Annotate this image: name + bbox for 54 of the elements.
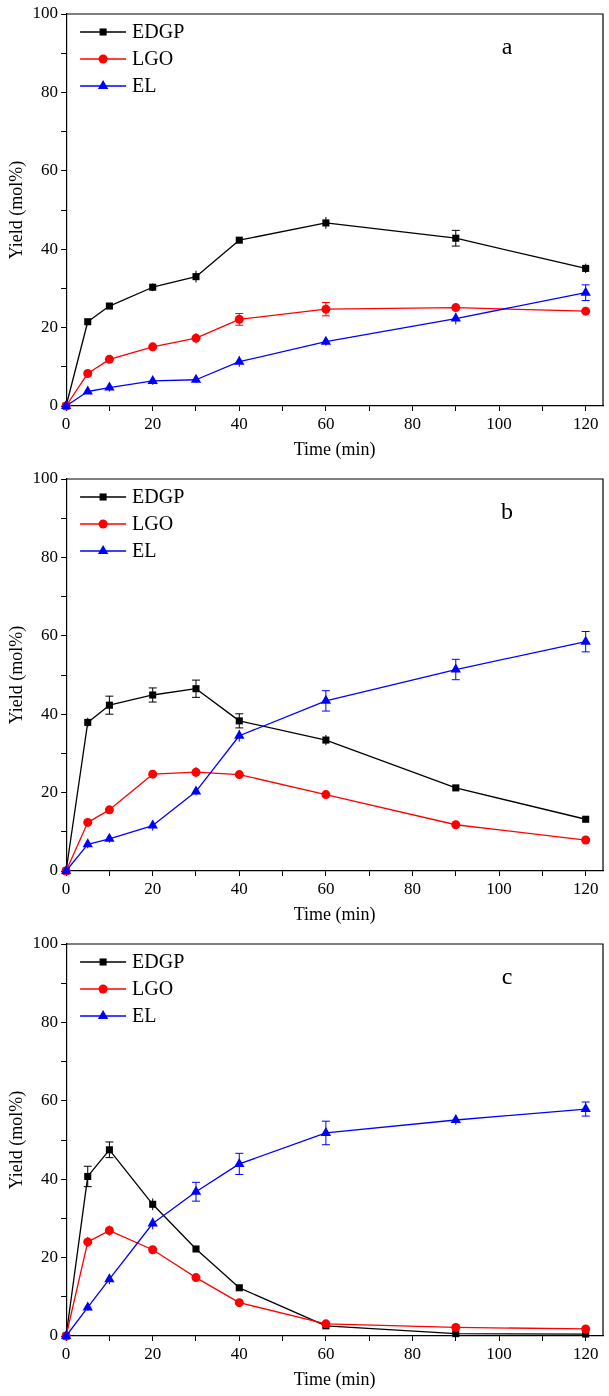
- x-tick-label: 80: [403, 1343, 421, 1363]
- x-tick-label: 60: [317, 1343, 335, 1363]
- y-axis-title: Yield (mol%): [5, 160, 27, 260]
- y-tick-label: 0: [49, 395, 59, 415]
- x-tick-label: 60: [317, 878, 335, 898]
- y-tick-label: 0: [49, 1325, 59, 1345]
- y-axis-title: Yield (mol%): [5, 625, 27, 725]
- legend-label: LGO: [132, 977, 174, 1000]
- x-axis-title: Time (min): [293, 903, 376, 925]
- annotation: c: [501, 963, 513, 990]
- y-tick-label: 20: [41, 317, 59, 337]
- x-tick-label: 20: [144, 1343, 162, 1363]
- x-tick-label: 100: [486, 1343, 512, 1363]
- y-tick-label: 40: [41, 1168, 59, 1188]
- legend-label: EDGP: [132, 20, 185, 43]
- x-tick-label: 60: [317, 413, 335, 433]
- x-tick-label: 40: [230, 413, 248, 433]
- y-tick-label: 100: [32, 468, 59, 488]
- legend-label: EDGP: [132, 950, 185, 973]
- x-tick-label: 40: [230, 878, 248, 898]
- annotation: a: [501, 33, 513, 60]
- y-tick-label: 0: [49, 860, 59, 880]
- y-tick-label: 100: [32, 3, 59, 23]
- y-axis-title: Yield (mol%): [5, 1090, 27, 1190]
- legend-label: EL: [132, 1004, 157, 1027]
- y-tick-label: 80: [41, 1011, 59, 1031]
- legend-label: EL: [132, 74, 157, 97]
- y-tick-label: 100: [32, 933, 59, 953]
- x-tick-label: 20: [144, 878, 162, 898]
- x-tick-label: 40: [230, 1343, 248, 1363]
- legend-label: LGO: [132, 47, 174, 70]
- y-tick-label: 60: [41, 160, 59, 180]
- x-tick-label: 80: [403, 878, 421, 898]
- x-tick-label: 20: [144, 413, 162, 433]
- y-tick-label: 20: [41, 782, 59, 802]
- y-tick-label: 60: [41, 625, 59, 645]
- x-tick-label: 100: [486, 878, 512, 898]
- x-tick-label: 120: [572, 878, 599, 898]
- y-tick-label: 60: [41, 1090, 59, 1110]
- legend-label: EDGP: [132, 485, 185, 508]
- x-tick-label: 80: [403, 413, 421, 433]
- y-tick-label: 40: [41, 703, 59, 723]
- y-tick-label: 40: [41, 238, 59, 258]
- x-tick-label: 100: [486, 413, 512, 433]
- y-tick-label: 20: [41, 1247, 59, 1267]
- annotation: b: [501, 498, 513, 525]
- y-tick-label: 80: [41, 546, 59, 566]
- legend-label: LGO: [132, 512, 174, 535]
- legend-label: EL: [132, 539, 157, 562]
- y-tick-label: 80: [41, 81, 59, 101]
- x-tick-label: 120: [572, 413, 599, 433]
- x-axis-title: Time (min): [293, 438, 376, 460]
- x-tick-label: 120: [572, 1343, 599, 1363]
- x-axis-title: Time (min): [293, 1368, 376, 1390]
